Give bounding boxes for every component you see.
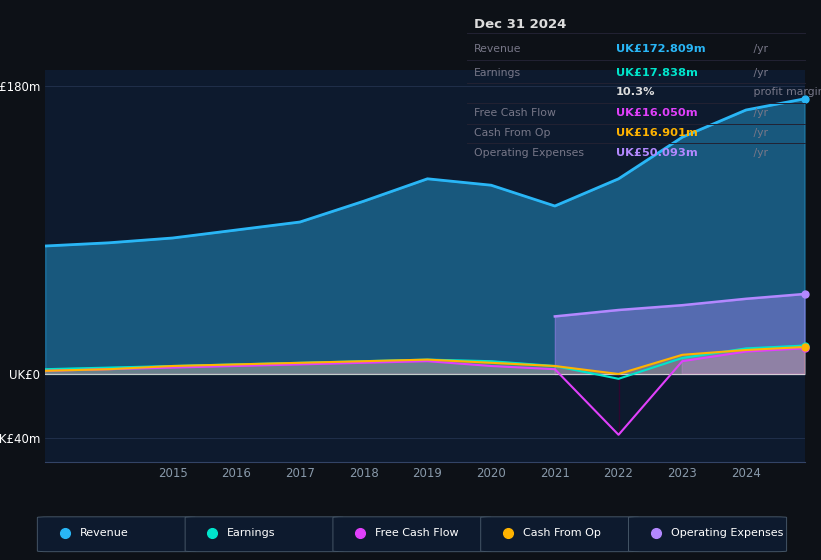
Text: Dec 31 2024: Dec 31 2024 [475, 18, 566, 31]
FancyBboxPatch shape [481, 517, 639, 552]
Text: Earnings: Earnings [227, 529, 276, 538]
Text: UK£16.050m: UK£16.050m [616, 109, 697, 118]
Text: Operating Expenses: Operating Expenses [475, 148, 585, 158]
FancyBboxPatch shape [629, 517, 787, 552]
Text: Earnings: Earnings [475, 68, 521, 78]
FancyBboxPatch shape [186, 517, 343, 552]
Text: Free Cash Flow: Free Cash Flow [475, 109, 556, 118]
Text: Revenue: Revenue [80, 529, 128, 538]
Text: Cash From Op: Cash From Op [523, 529, 601, 538]
Text: /yr: /yr [750, 68, 768, 78]
Text: Operating Expenses: Operating Expenses [671, 529, 783, 538]
Text: UK£17.838m: UK£17.838m [616, 68, 698, 78]
Text: UK£50.093m: UK£50.093m [616, 148, 697, 158]
Text: /yr: /yr [750, 148, 768, 158]
FancyBboxPatch shape [38, 517, 195, 552]
Text: profit margin: profit margin [750, 87, 821, 97]
Text: /yr: /yr [750, 44, 768, 54]
Text: /yr: /yr [750, 109, 768, 118]
Text: /yr: /yr [750, 128, 768, 138]
Text: Cash From Op: Cash From Op [475, 128, 551, 138]
Text: UK£172.809m: UK£172.809m [616, 44, 705, 54]
FancyBboxPatch shape [333, 517, 491, 552]
Text: Revenue: Revenue [475, 44, 521, 54]
Text: UK£16.901m: UK£16.901m [616, 128, 697, 138]
Text: 10.3%: 10.3% [616, 87, 655, 97]
Text: Free Cash Flow: Free Cash Flow [375, 529, 459, 538]
